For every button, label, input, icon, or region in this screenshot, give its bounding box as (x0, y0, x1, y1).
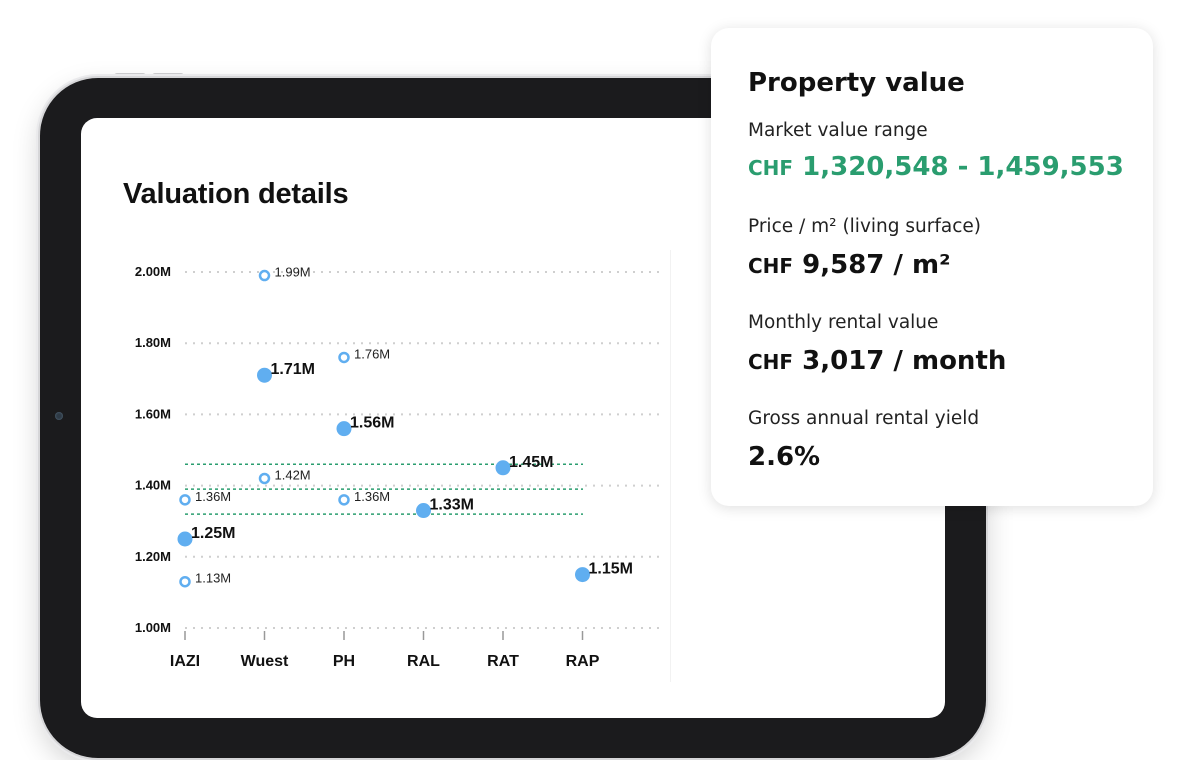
market-range-currency: CHF (748, 156, 794, 180)
x-tick-label: RAP (566, 653, 600, 670)
tablet-top-button (114, 73, 146, 78)
data-label: 1.36M (195, 489, 231, 504)
tablet-camera (55, 412, 63, 420)
tablet-side-button (36, 180, 41, 230)
chart-area (115, 250, 671, 682)
y-tick-label: 1.00M (135, 620, 171, 635)
y-tick-label: 1.60M (135, 406, 171, 421)
y-tick-label: 1.80M (135, 335, 171, 350)
data-label: 1.42M (275, 467, 311, 482)
market-range-label: Market value range (748, 120, 928, 141)
data-point-filled (336, 421, 352, 437)
data-label: 1.13M (195, 571, 231, 586)
price-m2-amount: 9,587 / m² (802, 250, 951, 280)
x-tick-label: IAZI (170, 653, 200, 670)
data-label: 1.45M (509, 454, 553, 471)
price-m2-currency: CHF (748, 254, 794, 278)
data-point-filled (257, 367, 272, 383)
data-point-open (338, 494, 350, 506)
x-tick-label: RAT (487, 653, 519, 670)
data-label: 1.71M (271, 361, 315, 378)
data-label: 1.33M (430, 497, 474, 514)
card-title: Property value (748, 68, 965, 98)
rental-currency: CHF (748, 350, 794, 374)
rental-amount: 3,017 / month (802, 346, 1007, 376)
data-point-open (258, 269, 271, 282)
data-point-filled (416, 503, 431, 519)
data-label: 1.25M (191, 525, 235, 542)
data-label: 1.56M (350, 415, 394, 432)
market-range-value: CHF 1,320,548 - 1,459,553 (748, 152, 1124, 182)
y-tick-label: 1.20M (135, 549, 171, 564)
data-label: 1.99M (275, 265, 311, 280)
rental-value: CHF 3,017 / month (748, 346, 1006, 376)
data-point-open (179, 494, 191, 506)
data-label: 1.15M (589, 561, 633, 578)
data-label: 1.36M (354, 489, 390, 504)
price-m2-label: Price / m² (living surface) (748, 216, 981, 237)
data-point-open (258, 472, 271, 485)
property-value-card: Property value Market value range CHF 1,… (711, 28, 1153, 506)
data-point-filled (575, 567, 590, 583)
y-tick-label: 1.40M (135, 478, 171, 493)
yield-value: 2.6% (748, 442, 821, 472)
valuation-title: Valuation details (123, 178, 349, 210)
data-point-open (179, 575, 191, 588)
data-label: 1.76M (354, 346, 390, 361)
price-m2-value: CHF 9,587 / m² (748, 250, 950, 280)
data-point-open (338, 351, 350, 364)
data-point-filled (177, 531, 193, 547)
data-point-filled (495, 460, 511, 476)
market-range-amount: 1,320,548 - 1,459,553 (802, 152, 1124, 182)
tablet-side-button (36, 245, 41, 295)
y-tick-label: 2.00M (135, 264, 171, 279)
tablet-top-button (152, 73, 184, 78)
yield-label: Gross annual rental yield (748, 408, 980, 429)
rental-label: Monthly rental value (748, 312, 939, 333)
x-tick-label: RAL (407, 653, 440, 670)
x-tick-label: Wuest (241, 653, 289, 670)
x-tick-label: PH (333, 653, 355, 670)
